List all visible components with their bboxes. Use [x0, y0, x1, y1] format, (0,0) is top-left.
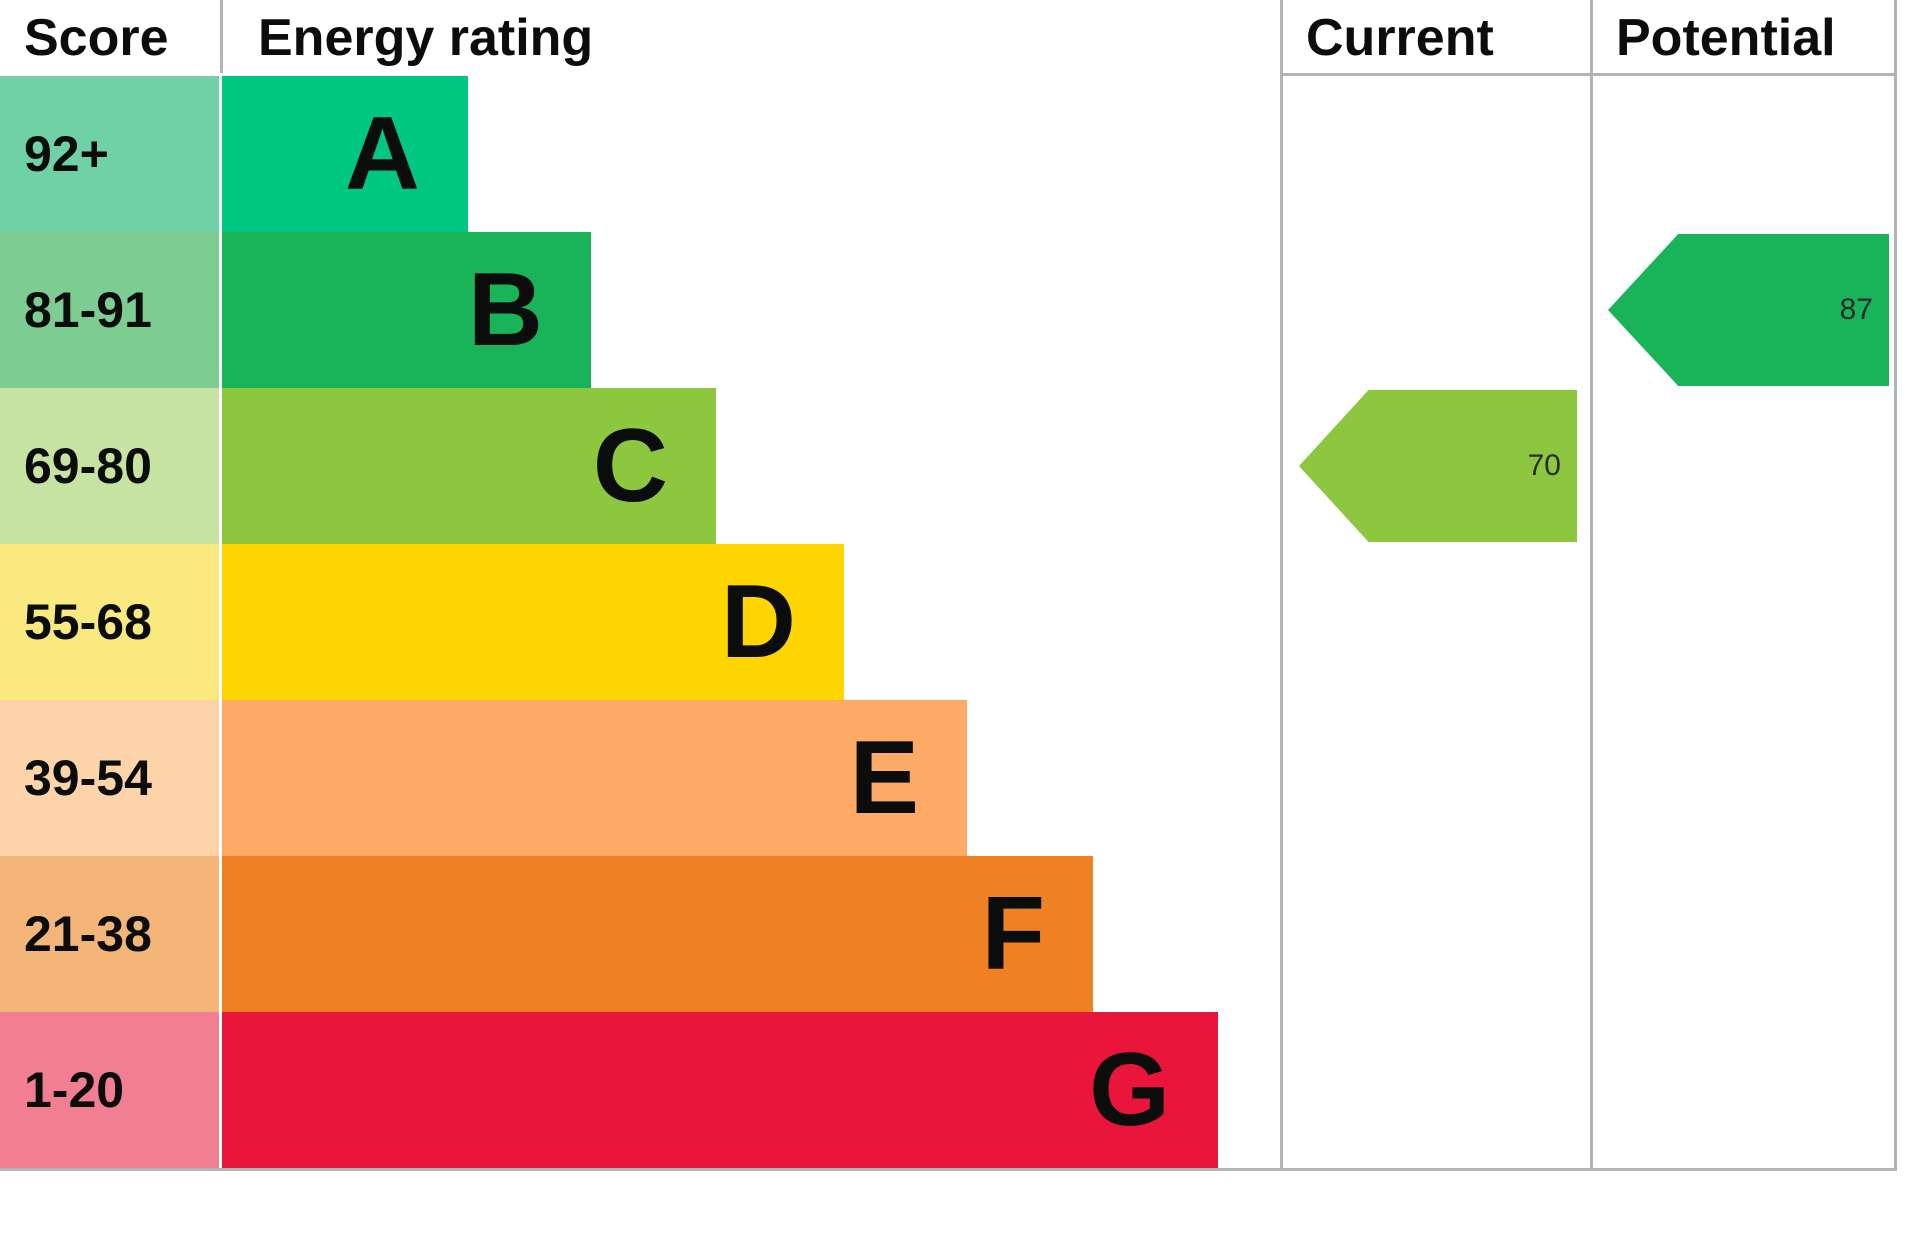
band-score-range: 92+ — [0, 76, 219, 232]
band-row: 39-54 E — [0, 700, 1920, 856]
band-letter: F — [981, 876, 1045, 992]
potential-header: Potential — [1616, 9, 1836, 67]
score-column-divider — [220, 0, 223, 73]
header-separator-line — [1280, 73, 1897, 76]
band-letter: E — [849, 720, 919, 836]
current-header: Current — [1306, 9, 1494, 67]
band-bar-area: B — [222, 232, 1280, 388]
band-row: 21-38 F — [0, 856, 1920, 1012]
band-bar: F — [222, 856, 1093, 1012]
right-border-line — [1894, 0, 1897, 1171]
current-rating-arrow: 70 — [1299, 390, 1577, 542]
potential-rating-arrow: 87 — [1608, 234, 1889, 386]
band-row: 1-20 G — [0, 1012, 1920, 1168]
band-bar: A — [222, 76, 468, 232]
band-bar-area: F — [222, 856, 1280, 1012]
band-bar-area: C — [222, 388, 1280, 544]
band-letter: A — [344, 96, 420, 212]
band-score-range: 69-80 — [0, 388, 219, 544]
chart-bottom-line — [0, 1168, 1897, 1171]
potential-column-divider — [1590, 0, 1593, 1171]
band-letter: D — [720, 564, 796, 680]
current-rating-value: 70 — [1527, 449, 1561, 482]
band-score-range: 1-20 — [0, 1012, 219, 1168]
band-bar-area: G — [222, 1012, 1280, 1168]
band-letter: C — [592, 408, 668, 524]
band-bar: C — [222, 388, 716, 544]
band-score-range: 39-54 — [0, 700, 219, 856]
band-score-range: 21-38 — [0, 856, 219, 1012]
band-row: 55-68 D — [0, 544, 1920, 700]
band-row: 81-91 B — [0, 232, 1920, 388]
band-bar-area: E — [222, 700, 1280, 856]
band-row: 92+ A — [0, 76, 1920, 232]
potential-rating-value: 87 — [1839, 293, 1873, 326]
band-bar: G — [222, 1012, 1218, 1168]
band-letter: B — [467, 252, 543, 368]
current-column-divider — [1280, 0, 1283, 1171]
band-bar: D — [222, 544, 844, 700]
band-bar: B — [222, 232, 591, 388]
energy-rating-header: Energy rating — [258, 9, 594, 67]
band-bar-area: D — [222, 544, 1280, 700]
score-header: Score — [24, 9, 169, 67]
band-bar: E — [222, 700, 967, 856]
band-row: 69-80 C — [0, 388, 1920, 544]
band-letter: G — [1089, 1032, 1170, 1148]
chart-header: Score Energy rating Current Potential — [0, 0, 1920, 76]
band-bar-area: A — [222, 76, 1280, 232]
band-score-range: 81-91 — [0, 232, 219, 388]
band-score-range: 55-68 — [0, 544, 219, 700]
